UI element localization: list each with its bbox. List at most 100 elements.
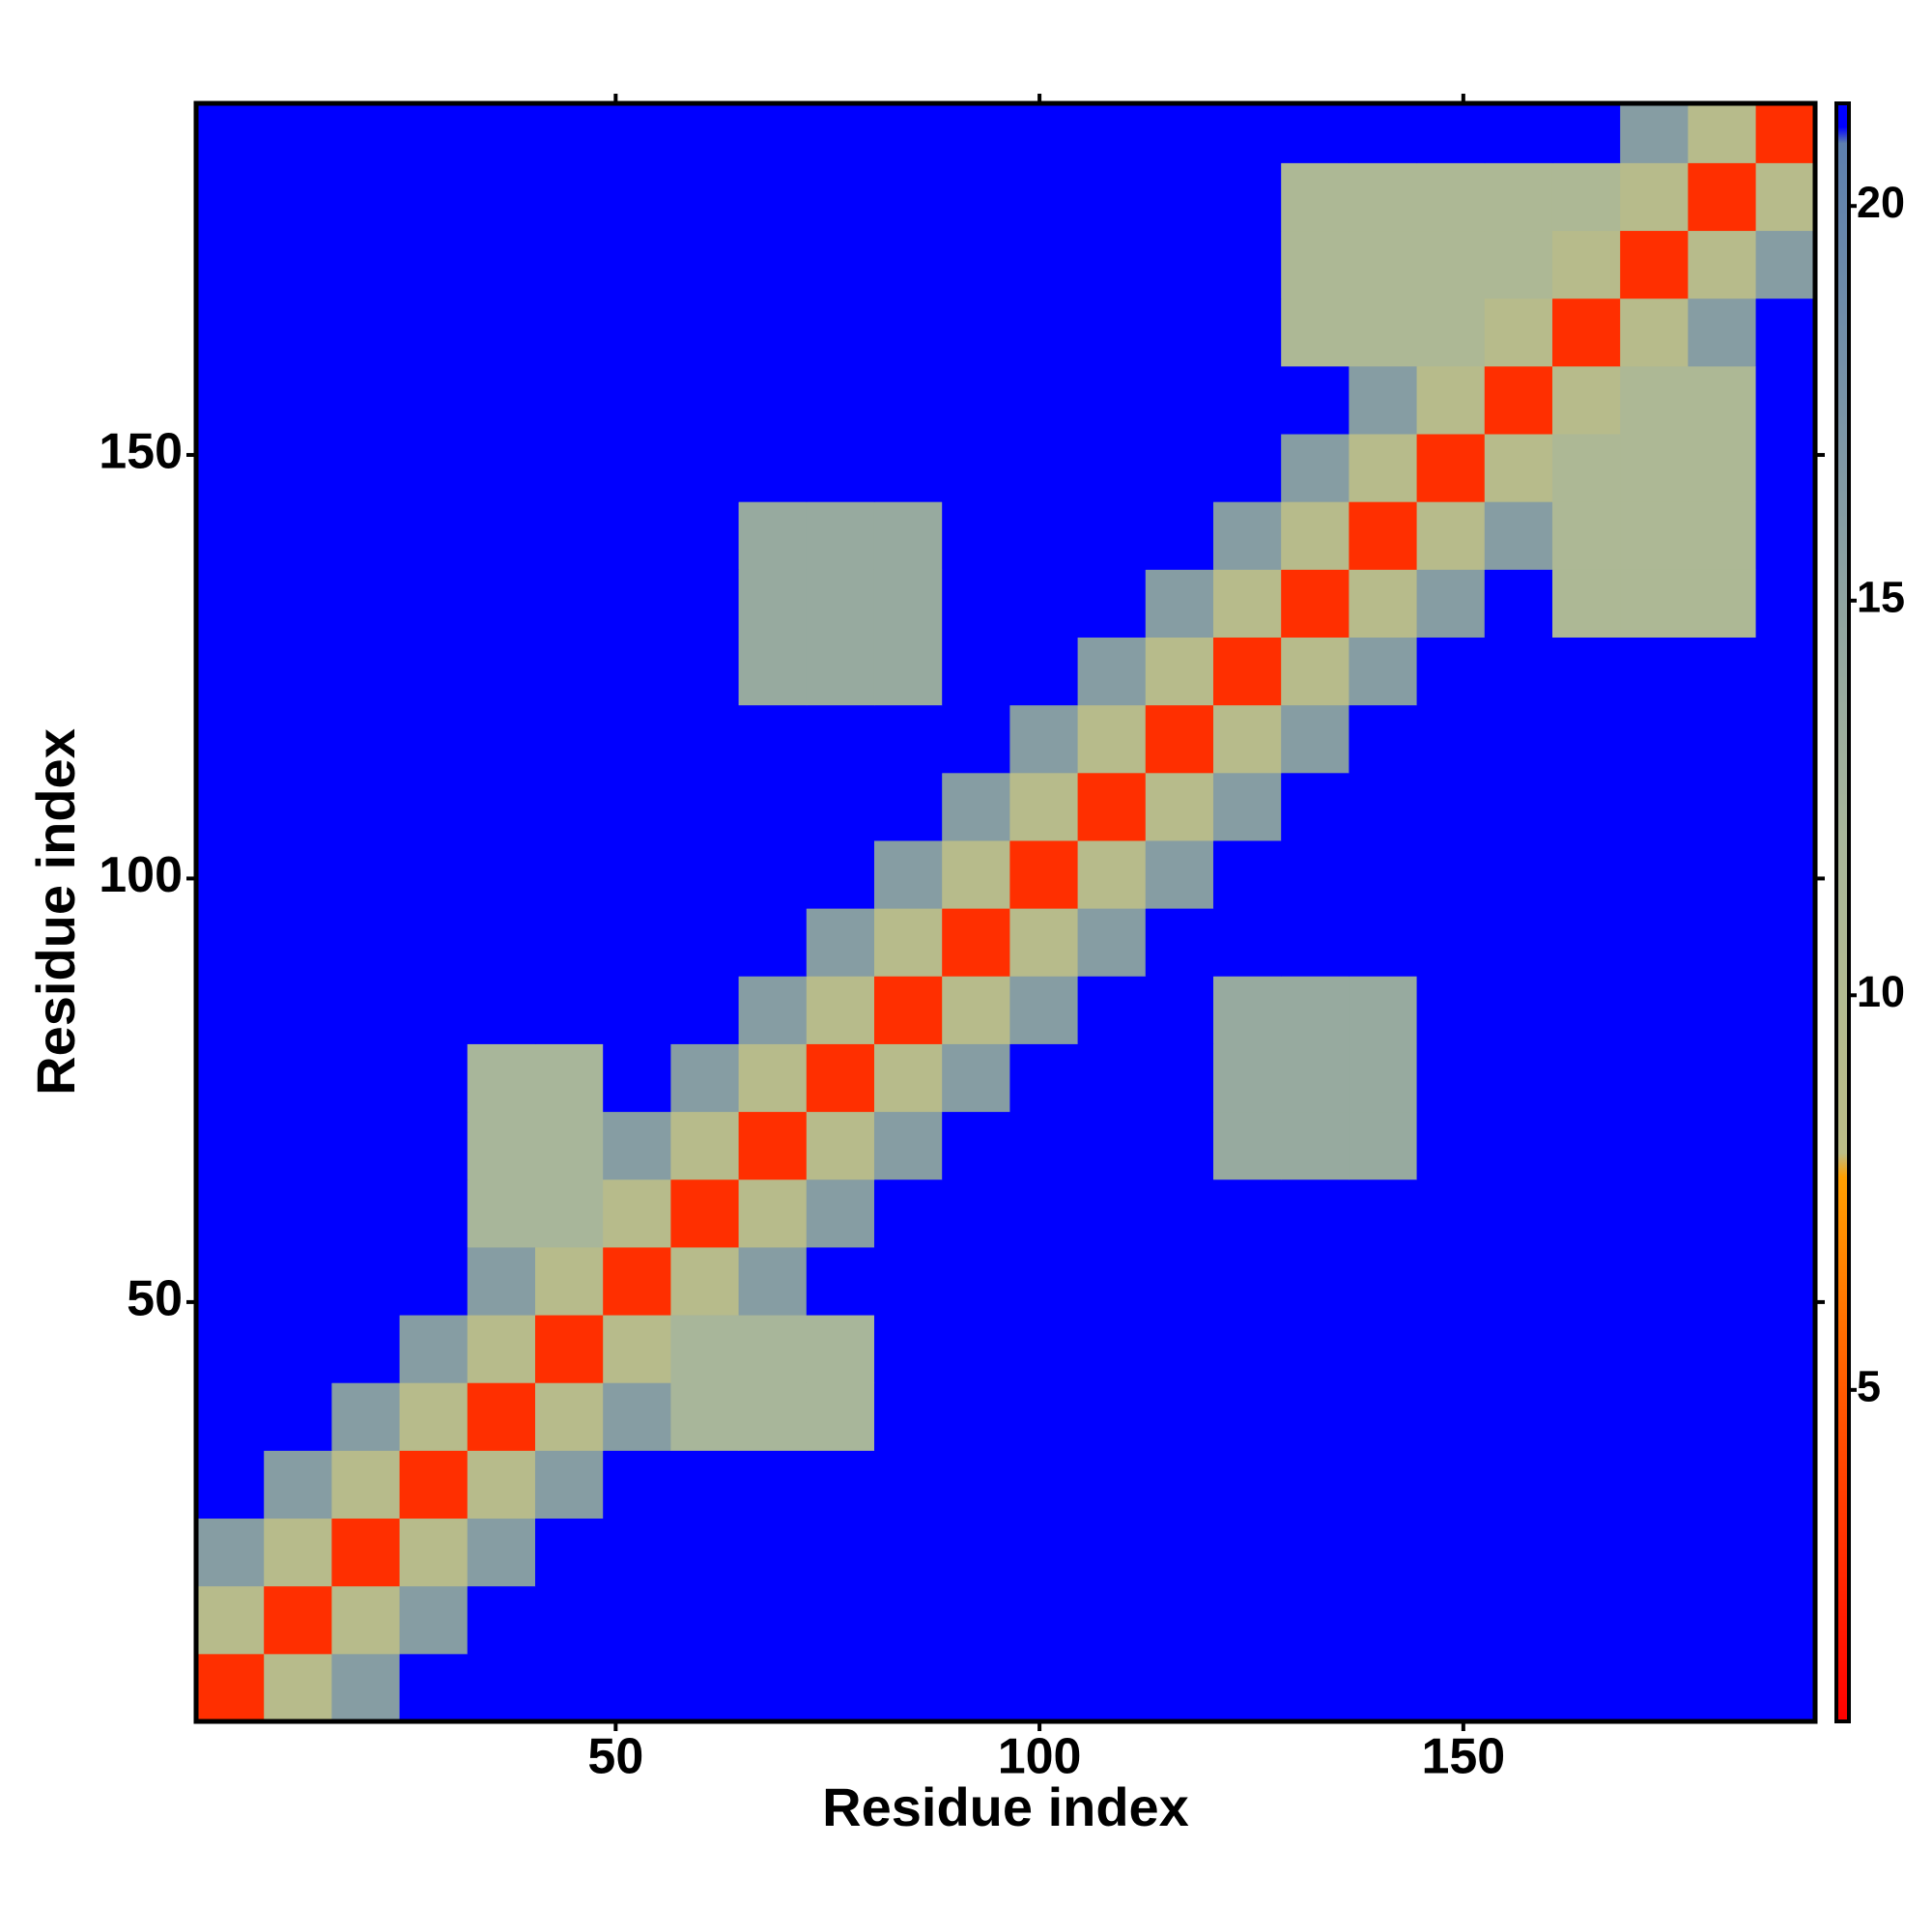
heatmap-cell <box>1416 1450 1486 1520</box>
heatmap-cell <box>942 908 1010 977</box>
heatmap-cell <box>1349 230 1418 299</box>
heatmap-cell <box>331 1518 401 1587</box>
heatmap-cell <box>1416 162 1486 232</box>
heatmap-cell <box>1416 1246 1486 1316</box>
heatmap-cell <box>1755 1518 1815 1587</box>
heatmap-cell <box>196 1653 265 1721</box>
heatmap-cell <box>1620 1585 1689 1655</box>
heatmap-cell <box>399 569 469 638</box>
heatmap-cell <box>738 365 808 435</box>
heatmap-cell <box>873 908 943 977</box>
heatmap-cell <box>196 839 265 909</box>
heatmap-cell <box>331 1043 401 1113</box>
heatmap-cell <box>1688 1382 1757 1451</box>
heatmap-cell <box>1009 434 1079 502</box>
heatmap-cell <box>942 162 1010 232</box>
heatmap-cell <box>1484 1382 1553 1451</box>
heatmap-cell <box>1416 298 1486 367</box>
heatmap-cell <box>196 772 265 841</box>
heatmap-cell <box>1145 839 1214 909</box>
heatmap-cell <box>942 1653 1010 1721</box>
heatmap-cell <box>264 908 332 977</box>
heatmap-cell <box>670 1585 740 1655</box>
heatmap-cell <box>399 772 469 841</box>
heatmap-cell <box>399 1450 469 1520</box>
heatmap-cell <box>467 501 536 570</box>
heatmap-cell <box>1484 365 1553 435</box>
heatmap-cell <box>738 569 808 638</box>
heatmap-cell <box>1077 1653 1147 1721</box>
heatmap-cell <box>1416 434 1486 502</box>
heatmap-cell <box>1009 1382 1079 1451</box>
heatmap-cell <box>1212 772 1282 841</box>
heatmap-cell <box>806 230 875 299</box>
heatmap-cell <box>738 704 808 774</box>
heatmap-cell <box>196 1518 265 1587</box>
heatmap-cell <box>603 1043 671 1113</box>
heatmap-cell <box>196 1111 265 1180</box>
heatmap-cell <box>1349 1382 1418 1451</box>
heatmap-cell <box>1620 1315 1689 1383</box>
heatmap-cell <box>1349 908 1418 977</box>
heatmap-cell <box>1416 1518 1486 1587</box>
heatmap-cell <box>1009 298 1079 367</box>
heatmap-cell <box>738 1653 808 1721</box>
heatmap-cell <box>603 1518 671 1587</box>
heatmap-cell <box>399 1246 469 1316</box>
heatmap-cell <box>399 1518 469 1587</box>
heatmap-cell <box>399 298 469 367</box>
heatmap-cell <box>1551 839 1621 909</box>
heatmap-cell <box>1009 637 1079 706</box>
heatmap-cell <box>1688 637 1757 706</box>
heatmap-cell <box>1145 1518 1214 1587</box>
heatmap-cell <box>1145 1450 1214 1520</box>
heatmap-cell <box>399 1111 469 1180</box>
heatmap-cell <box>1009 1179 1079 1248</box>
heatmap-cell <box>264 501 332 570</box>
colorbar-segment <box>1836 142 1849 838</box>
heatmap-cell <box>1281 976 1350 1044</box>
heatmap-cell <box>942 1179 1010 1248</box>
heatmap-cell <box>1077 569 1147 638</box>
heatmap-cell <box>1484 1315 1553 1383</box>
heatmap-cell <box>1281 1585 1350 1655</box>
heatmap-cell <box>1077 908 1147 977</box>
heatmap-cell <box>806 1518 875 1587</box>
heatmap-cell <box>1212 976 1282 1044</box>
heatmap-cell <box>1755 1246 1815 1316</box>
heatmap-cell <box>331 1111 401 1180</box>
heatmap-cell <box>1077 839 1147 909</box>
heatmap-cell <box>1688 839 1757 909</box>
heatmap-cell <box>1212 1246 1282 1316</box>
heatmap-cell <box>331 1450 401 1520</box>
heatmap-cell <box>1281 230 1350 299</box>
heatmap-cell <box>1212 1043 1282 1113</box>
heatmap-cell <box>1620 1450 1689 1520</box>
heatmap-cell <box>873 1518 943 1587</box>
heatmap-cell <box>331 103 401 163</box>
heatmap-cell <box>1077 162 1147 232</box>
heatmap-cell <box>1620 1653 1689 1721</box>
heatmap-cell <box>264 1382 332 1451</box>
heatmap-cell <box>534 704 604 774</box>
heatmap-cell <box>1077 1043 1147 1113</box>
heatmap-cell <box>1281 365 1350 435</box>
heatmap-cell <box>1077 230 1147 299</box>
heatmap-cell <box>1145 637 1214 706</box>
heatmap-cell <box>467 1043 536 1113</box>
heatmap-cell <box>1281 1382 1350 1451</box>
heatmap-cell <box>670 637 740 706</box>
heatmap-cell <box>1281 908 1350 977</box>
heatmap-cell <box>1620 908 1689 977</box>
heatmap-cell <box>534 1585 604 1655</box>
heatmap-cell <box>1755 365 1815 435</box>
heatmap-cell <box>942 298 1010 367</box>
heatmap-cell <box>603 704 671 774</box>
heatmap-cell <box>603 1585 671 1655</box>
heatmap-cell <box>738 103 808 163</box>
heatmap-cell <box>1349 1315 1418 1383</box>
heatmap-cell <box>1212 298 1282 367</box>
heatmap-cell <box>1484 1246 1553 1316</box>
heatmap-cell <box>534 1653 604 1721</box>
heatmap-cell <box>1281 772 1350 841</box>
